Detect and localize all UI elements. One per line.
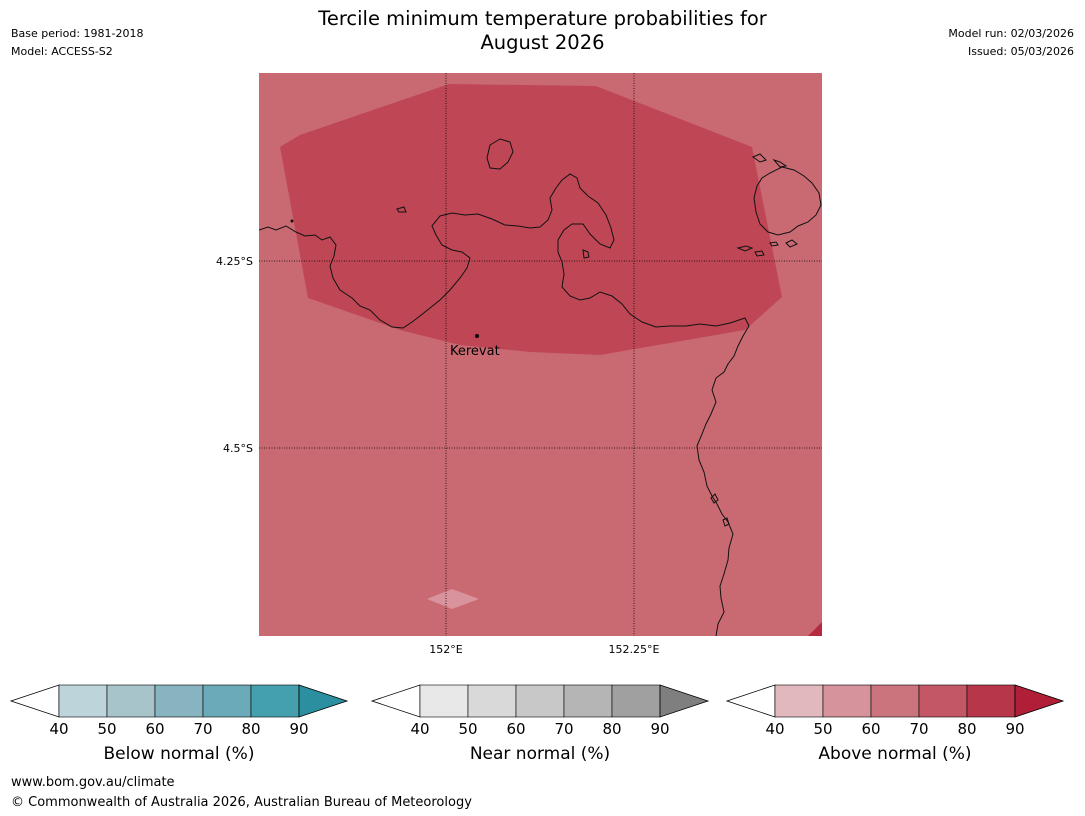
colorbar-tick-label: 80	[241, 720, 260, 738]
map-area: Kerevat 4.25°S 4.5°S 152°E 152.25°E	[216, 73, 822, 656]
colorbar-tick-label: 60	[145, 720, 164, 738]
coastline-islet-g	[710, 493, 719, 504]
colorbar-extend-high	[1014, 684, 1065, 718]
colorbar-extend-low	[370, 684, 421, 718]
colorbar-tick-label: 90	[650, 720, 669, 738]
colorbar-tick-label: 80	[602, 720, 621, 738]
colorbar-extend-high	[659, 684, 710, 718]
location-dot-icon	[475, 334, 479, 338]
lat-label-1: 4.25°S	[216, 255, 253, 268]
meta-left: Base period: 1981-2018 Model: ACCESS-S2	[11, 25, 143, 61]
colorbar-segment	[419, 684, 469, 718]
colorbar-tick-label: 50	[458, 720, 477, 738]
lat-label-2: 4.5°S	[223, 442, 253, 455]
coastline-islet-e	[751, 153, 767, 163]
coastline-islet-h	[722, 517, 730, 527]
colorbar-above-svg: 40 50 60 70 80 90	[725, 684, 1065, 738]
colorbar-segment	[822, 684, 872, 718]
colorbar-tick-label: 40	[49, 720, 68, 738]
colorbar-tick-label: 70	[193, 720, 212, 738]
coastline-islet-f	[772, 158, 788, 168]
colorbar-tick-label: 40	[765, 720, 784, 738]
colorbar-below-svg: 40 50 60 70 80 90	[9, 684, 349, 738]
colorbar-segment	[106, 684, 156, 718]
colorbar-tick-label: 40	[410, 720, 429, 738]
colorbar-segment	[515, 684, 565, 718]
footer-url: www.bom.gov.au/climate	[11, 775, 175, 790]
colorbar-near-normal: 40 50 60 70 80 90	[361, 680, 721, 740]
lon-label-2: 152.25°E	[609, 643, 660, 656]
title-line-2: August 2026	[480, 31, 605, 54]
colorbar-tick-label: 90	[289, 720, 308, 738]
colorbar-tick-label: 70	[909, 720, 928, 738]
colorbar-extend-low	[725, 684, 776, 718]
probability-patch-50-60	[427, 589, 479, 609]
colorbar-segment	[774, 684, 824, 718]
lon-label-1: 152°E	[429, 643, 462, 656]
title-line-1: Tercile minimum temperature probabilitie…	[318, 7, 767, 30]
issued-text: Issued: 05/03/2026	[967, 45, 1074, 58]
coastline-islet-a	[736, 245, 754, 252]
map-svg: Kerevat 4.25°S 4.5°S 152°E 152.25°E	[216, 73, 822, 656]
coastline	[259, 138, 822, 636]
colorbar-extend-low	[9, 684, 60, 718]
colorbar-segment	[250, 684, 300, 718]
colorbar-segment	[870, 684, 920, 718]
colorbar-tick-label: 80	[957, 720, 976, 738]
colorbar-segment	[611, 684, 661, 718]
coastline-island-1	[486, 138, 514, 170]
colorbar-below-normal: 40 50 60 70 80 90	[0, 680, 360, 740]
colorbar-segment	[918, 684, 968, 718]
colorbar-above-label: Above normal (%)	[818, 744, 972, 764]
colorbar-segment	[202, 684, 252, 718]
coastline-islet-b	[754, 250, 765, 257]
model-text: Model: ACCESS-S2	[11, 45, 113, 58]
colorbar-near-svg: 40 50 60 70 80 90	[370, 684, 710, 738]
coastline-island-3	[582, 249, 590, 259]
meta-right: Model run: 02/03/2026 Issued: 05/03/2026	[948, 25, 1074, 61]
colorbar-tick-label: 50	[813, 720, 832, 738]
probability-region-70-80	[280, 84, 782, 355]
colorbar-tick-label: 70	[554, 720, 573, 738]
colorbar-segment	[154, 684, 204, 718]
colorbar-segment	[966, 684, 1016, 718]
footer-copyright: © Commonwealth of Australia 2026, Austra…	[11, 795, 472, 810]
map-title: Tercile minimum temperature probabilitie…	[0, 7, 1085, 55]
coastline-islet-c	[785, 239, 798, 248]
colorbar-tick-label: 60	[861, 720, 880, 738]
model-run-text: Model run: 02/03/2026	[948, 27, 1074, 40]
place-label-kerevat: Kerevat	[450, 344, 500, 359]
colorbar-tick-label: 50	[97, 720, 116, 738]
coastline-west	[259, 173, 750, 636]
base-period-text: Base period: 1981-2018	[11, 27, 144, 40]
coastline-islet-d	[769, 241, 779, 247]
colorbar-tick-label: 90	[1005, 720, 1024, 738]
colorbar-segment	[58, 684, 108, 718]
colorbar-segment	[467, 684, 517, 718]
colorbar-extend-high	[298, 684, 349, 718]
probability-patch-80-90	[808, 622, 822, 636]
coastline-island-2	[396, 206, 407, 213]
colorbar-near-label: Near normal (%)	[469, 744, 611, 764]
colorbar-tick-label: 60	[506, 720, 525, 738]
colorbar-segment	[563, 684, 613, 718]
colorbar-below-label: Below normal (%)	[103, 744, 255, 764]
coastline-islet-dot	[290, 219, 294, 223]
colorbar-above-normal: 40 50 60 70 80 90	[716, 680, 1076, 740]
